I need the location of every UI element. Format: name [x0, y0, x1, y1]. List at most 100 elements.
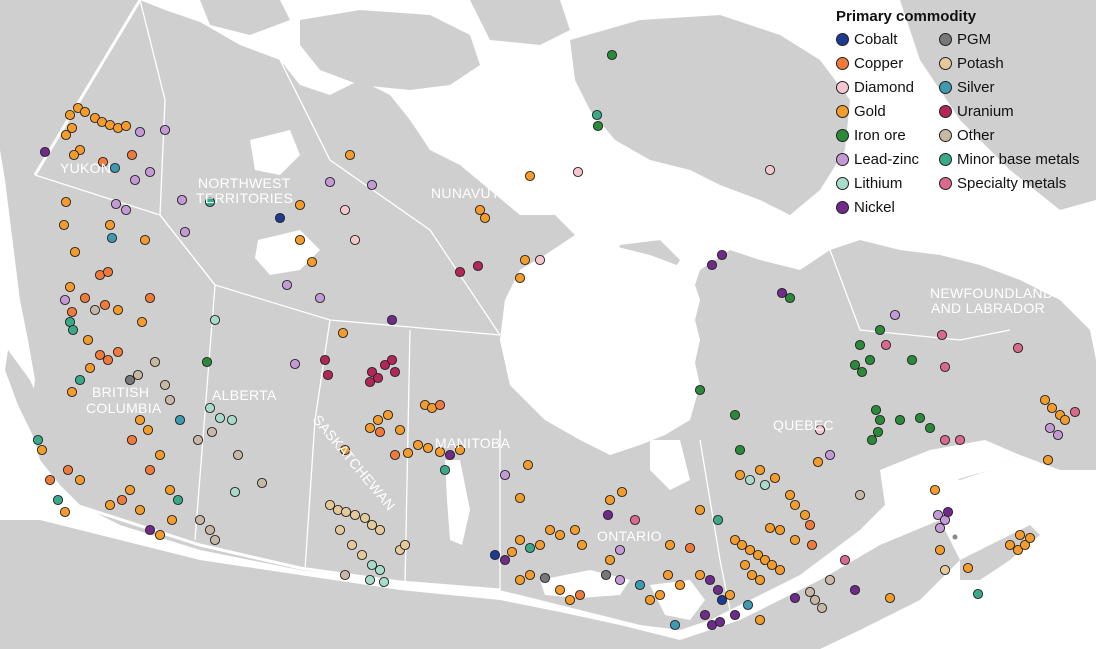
mine-marker-gold: [294, 234, 306, 246]
mine-marker-copper: [126, 434, 138, 446]
legend-item-potash: Potash: [935, 53, 1094, 74]
mine-marker-diamond: [534, 254, 546, 266]
mine-marker-nickel: [706, 259, 718, 271]
mine-marker-gold: [766, 559, 778, 571]
mine-marker-iron-ore: [924, 422, 936, 434]
arctic-island-b: [200, 0, 290, 35]
mine-marker-gold: [514, 272, 526, 284]
mine-marker-gold: [382, 409, 394, 421]
mine-marker-gold: [884, 592, 896, 604]
mine-marker-copper: [99, 299, 111, 311]
mine-marker-uranium: [364, 376, 376, 388]
great-bear-lake: [250, 130, 300, 175]
legend-item-iron-ore: Iron ore: [832, 125, 935, 146]
mine-marker-gold: [554, 584, 566, 596]
mine-marker-diamond: [349, 234, 361, 246]
mine-marker-gold: [564, 594, 576, 606]
mine-markers: [32, 49, 1081, 631]
mine-marker-nickel: [789, 592, 801, 604]
mine-marker-minor-base-metals: [524, 542, 536, 554]
mine-marker-other: [809, 594, 821, 606]
mine-marker-potash: [349, 509, 361, 521]
mine-marker-copper: [389, 449, 401, 461]
legend-item-minor-base-metals: Minor base metals: [935, 149, 1094, 170]
mine-marker-gold: [522, 459, 534, 471]
mine-marker-minor-base-metals: [204, 196, 216, 208]
mine-marker-gold: [774, 564, 786, 576]
mine-marker-lithium: [209, 314, 221, 326]
legend-swatch: [836, 57, 849, 70]
mine-marker-gold: [104, 219, 116, 231]
mine-marker-nickel: [776, 287, 788, 299]
legend-label: Iron ore: [854, 127, 906, 144]
mine-marker-diamond: [764, 164, 776, 176]
mine-marker-minor-base-metals: [67, 324, 79, 336]
legend-label: Gold: [854, 103, 886, 120]
gulf-st-lawrence: [880, 440, 1020, 505]
mine-marker-copper: [804, 519, 816, 531]
mine-marker-cobalt: [489, 549, 501, 561]
mine-marker-copper: [574, 589, 586, 601]
mine-marker-specialty-metals: [839, 554, 851, 566]
mine-marker-silver: [669, 619, 681, 631]
mine-marker-uranium: [319, 354, 331, 366]
mine-marker-other: [232, 449, 244, 461]
legend-swatch: [836, 177, 849, 190]
mine-marker-gold: [514, 492, 526, 504]
mine-marker-nickel: [699, 609, 711, 621]
legend-label: Potash: [957, 55, 1004, 72]
legend-grid: Cobalt PGM Copper Potash Diamond Silver …: [832, 29, 1094, 218]
mine-marker-gold: [166, 514, 178, 526]
mine-marker-minor-base-metals: [172, 494, 184, 506]
mine-marker-nickel: [386, 314, 398, 326]
legend-label: Cobalt: [854, 31, 898, 48]
mine-marker-lead-zinc: [824, 449, 836, 461]
mine-marker-gold: [724, 589, 736, 601]
mine-marker-silver: [742, 599, 754, 611]
mine-marker-copper: [684, 542, 696, 554]
mine-marker-gold: [1014, 529, 1026, 541]
legend: Primary commodity Cobalt PGM Copper Pota…: [832, 8, 1094, 218]
mine-marker-gold: [934, 544, 946, 556]
mine-marker-other: [209, 534, 221, 546]
label-ontario: ONTARIO: [597, 528, 662, 544]
victoria-island: [300, 10, 480, 90]
mine-marker-gold: [84, 362, 96, 374]
mine-marker-copper: [144, 464, 156, 476]
mine-marker-potash: [366, 519, 378, 531]
legend-swatch: [939, 57, 952, 70]
legend-item-uranium: Uranium: [935, 101, 1094, 122]
mine-marker-gold: [664, 539, 676, 551]
mine-marker-silver: [174, 414, 186, 426]
mine-marker-uranium: [454, 266, 466, 278]
mine-marker-gold: [66, 386, 78, 398]
mine-marker-gold: [1019, 539, 1031, 551]
mine-marker-gold: [58, 219, 70, 231]
mine-marker-copper: [66, 306, 78, 318]
mine-marker-potash: [359, 512, 371, 524]
mine-marker-lead-zinc: [1052, 429, 1064, 441]
mine-marker-lithium: [366, 559, 378, 571]
mine-marker-gold: [69, 246, 81, 258]
mine-marker-other: [854, 489, 866, 501]
mine-marker-gold: [412, 439, 424, 451]
mine-marker-gold: [554, 529, 566, 541]
mine-marker-nickel: [849, 584, 861, 596]
mine-marker-gold: [694, 504, 706, 516]
mine-marker-iron-ore: [849, 359, 861, 371]
mine-marker-iron-ore: [872, 426, 884, 438]
label-manitoba: MANITOBA: [435, 435, 511, 451]
mine-marker-uranium: [322, 369, 334, 381]
james-bay: [650, 440, 690, 490]
us-canada-border: [33, 0, 142, 176]
mine-marker-nickel: [499, 554, 511, 566]
label-yukon: YUKON: [60, 160, 111, 176]
mine-marker-specialty-metals: [939, 434, 951, 446]
mine-marker-iron-ore: [784, 292, 796, 304]
legend-label: Lithium: [854, 175, 903, 192]
mine-marker-gold: [434, 446, 446, 458]
mine-marker-gold: [294, 199, 306, 211]
mine-marker-iron-ore: [870, 404, 882, 416]
arctic-island-a: [470, 0, 570, 45]
mine-marker-cobalt: [716, 594, 728, 606]
